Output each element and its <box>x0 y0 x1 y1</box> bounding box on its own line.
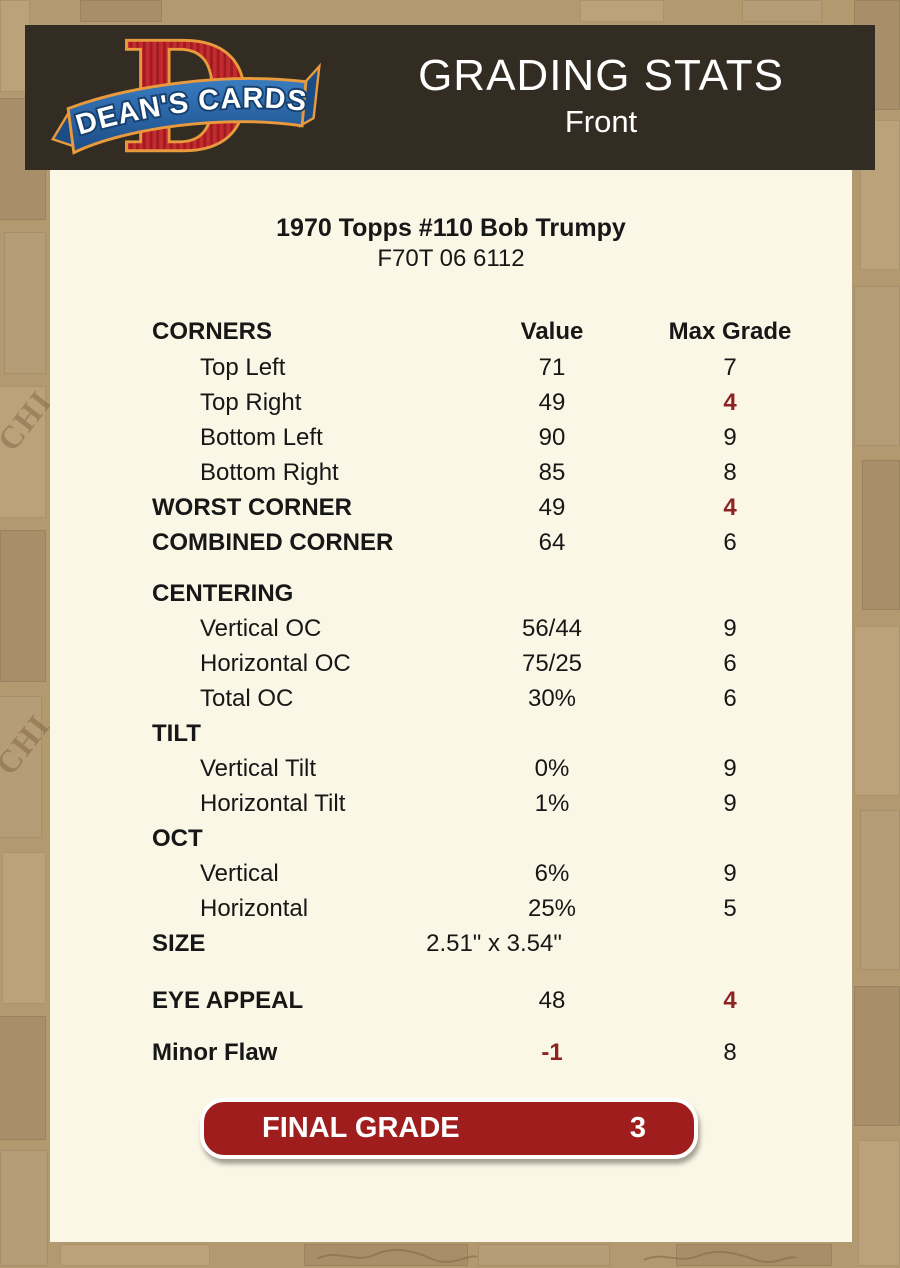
table-row: WORST CORNER 49 4 <box>152 490 818 525</box>
row-max-grade: 9 <box>723 423 737 451</box>
stats-table: CORNERS Value Max Grade Top Left 71 7 Top R… <box>152 314 818 1070</box>
row-value: 90 <box>538 423 566 451</box>
card-serial-code: F70T 06 6112 <box>377 245 525 272</box>
row-label: OCT <box>152 824 203 852</box>
table-row: Top Right 49 4 <box>152 385 818 420</box>
row-max-grade: 4 <box>723 986 737 1014</box>
header-banner: D DEAN'S CARDS GRADING STATS Front <box>25 7 875 188</box>
row-value: 48 <box>538 986 566 1014</box>
row-label: Bottom Right <box>200 458 339 486</box>
row-value: 49 <box>538 493 566 521</box>
card-title: 1970 Topps #110 Bob Trumpy <box>276 214 626 242</box>
grading-report-panel: 1970 Topps #110 Bob Trumpy F70T 06 6112 … <box>50 170 852 1242</box>
collage-signature-squiggle <box>643 1250 797 1264</box>
row-value: 6% <box>534 859 570 887</box>
row-value: 64 <box>538 528 566 556</box>
deans-cards-logo-icon: D DEAN'S CARDS <box>50 7 321 188</box>
table-row: Vertical 6% 9 <box>152 856 818 891</box>
table-row: SIZE 2.51" x 3.54" <box>152 926 818 961</box>
row-label: Top Right <box>200 388 302 416</box>
row-value: 71 <box>538 353 566 381</box>
table-row: TILT <box>152 716 818 751</box>
row-value: 1% <box>534 789 570 817</box>
row-max-grade: 6 <box>723 684 737 712</box>
row-max-grade: 5 <box>723 894 737 922</box>
row-label: COMBINED CORNER <box>152 528 394 556</box>
row-value: 56/44 <box>521 614 583 642</box>
table-row: Vertical OC 56/44 9 <box>152 611 818 646</box>
row-max-grade: 9 <box>723 754 737 782</box>
row-value: 2.51" x 3.54" <box>426 929 562 957</box>
row-value: -1 <box>541 1038 563 1066</box>
final-grade-value: 3 <box>629 1112 646 1144</box>
row-max-grade: 8 <box>723 458 737 486</box>
column-header-corners: CORNERS <box>152 318 273 345</box>
row-value: 25% <box>527 894 577 922</box>
row-max-grade: 4 <box>723 493 737 521</box>
deans-cards-logo: D DEAN'S CARDS <box>47 7 327 188</box>
table-row: Horizontal 25% 5 <box>152 891 818 926</box>
table-row: COMBINED CORNER 64 6 <box>152 525 818 560</box>
row-label: Total OC <box>200 684 294 712</box>
final-grade-label: FINAL GRADE <box>262 1112 460 1144</box>
stats-table-body: Top Left 71 7 Top Right 49 4 Bottom Left 90 9 Bot… <box>152 350 818 1070</box>
table-header-row: CORNERS Value Max Grade <box>152 314 818 350</box>
table-row: Bottom Left 90 9 <box>152 420 818 455</box>
row-value: 75/25 <box>521 649 583 677</box>
row-label: SIZE <box>152 929 206 957</box>
row-label: Vertical OC <box>200 614 322 642</box>
table-row: OCT <box>152 821 818 856</box>
column-header-max-grade: Max Grade <box>668 318 792 345</box>
row-max-grade: 9 <box>723 614 737 642</box>
row-value: 0% <box>534 754 570 782</box>
page-subtitle: Front <box>564 103 638 139</box>
row-value: 49 <box>538 388 566 416</box>
table-row: CENTERING <box>152 576 818 611</box>
table-row: Bottom Right 85 8 <box>152 455 818 490</box>
row-max-grade: 6 <box>723 528 737 556</box>
row-max-grade: 9 <box>723 789 737 817</box>
table-row: Vertical Tilt 0% 9 <box>152 751 818 786</box>
row-max-grade: 8 <box>723 1038 737 1066</box>
row-label: CENTERING <box>152 579 294 607</box>
row-label: Horizontal <box>200 894 309 922</box>
row-label: WORST CORNER <box>152 493 352 521</box>
row-max-grade: 4 <box>723 388 737 416</box>
row-max-grade: 7 <box>723 353 737 381</box>
table-row: Total OC 30% 6 <box>152 681 818 716</box>
table-row: Top Left 71 7 <box>152 350 818 385</box>
table-row: Minor Flaw -1 8 <box>152 1035 818 1070</box>
row-label: Minor Flaw <box>152 1038 278 1066</box>
row-label: Vertical Tilt <box>200 754 317 782</box>
row-label: EYE APPEAL <box>152 986 304 1014</box>
row-label: Horizontal OC <box>200 649 351 677</box>
row-max-grade: 6 <box>723 649 737 677</box>
page-title: GRADING STATS <box>418 50 784 100</box>
final-grade-button[interactable]: FINAL GRADE 3 <box>200 1098 698 1159</box>
row-label: Bottom Left <box>200 423 323 451</box>
row-label: Horizontal Tilt <box>200 789 346 817</box>
row-label: Vertical <box>200 859 279 887</box>
table-row: Horizontal Tilt 1% 9 <box>152 786 818 821</box>
column-header-value: Value <box>520 318 584 345</box>
row-label: TILT <box>152 719 201 747</box>
row-value: 85 <box>538 458 566 486</box>
row-label: Top Left <box>200 353 286 381</box>
row-value: 30% <box>527 684 577 712</box>
table-row: Horizontal OC 75/25 6 <box>152 646 818 681</box>
row-max-grade: 9 <box>723 859 737 887</box>
collage-signature-squiggle <box>316 1248 478 1263</box>
table-row: EYE APPEAL 48 4 <box>152 983 818 1018</box>
